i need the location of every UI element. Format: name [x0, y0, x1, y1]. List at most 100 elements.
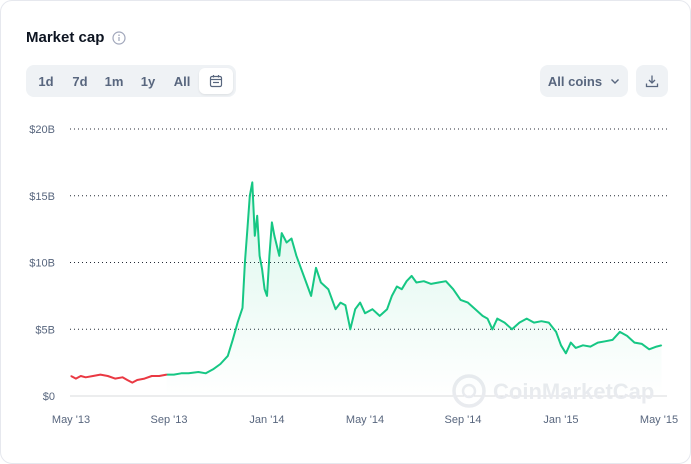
data-point [241, 307, 244, 309]
x-tick-label: Sep '14 [445, 414, 482, 426]
data-point [271, 221, 273, 223]
data-point [268, 255, 270, 257]
date-range-button[interactable] [199, 68, 233, 94]
data-point [460, 299, 462, 301]
x-axis-ticks: May '13 Sep '13 Jan '14 May '14 Sep '14 Jan '… [52, 414, 678, 426]
data-points [70, 181, 663, 384]
chevron-down-icon [611, 79, 620, 84]
data-point [611, 339, 614, 341]
data-point [575, 347, 577, 349]
x-tick-label: Jan '14 [249, 414, 284, 426]
data-point [415, 281, 417, 284]
y-tick-label: $5B [35, 324, 55, 336]
data-point [70, 375, 72, 377]
data-point [166, 374, 168, 376]
data-point [474, 308, 476, 310]
y-tick-label: $10B [29, 258, 55, 270]
series-layer [70, 181, 663, 396]
data-point [486, 318, 489, 320]
range-button-1y[interactable]: 1y [140, 73, 156, 89]
data-point [244, 261, 246, 264]
data-point [256, 215, 258, 217]
y-tick-label: $0 [43, 391, 55, 403]
data-point [437, 281, 440, 284]
data-point [354, 308, 356, 310]
data-point [259, 255, 261, 257]
range-button-all[interactable]: All [173, 73, 191, 89]
data-point [173, 374, 175, 376]
data-point [589, 346, 592, 348]
data-point [251, 181, 253, 183]
data-point [121, 376, 124, 378]
data-point [315, 267, 317, 269]
chart-title: Market cap [26, 29, 105, 46]
data-point [364, 312, 366, 314]
data-point [227, 355, 229, 357]
range-button-7d[interactable]: 7d [72, 73, 88, 89]
x-tick-label: May '15 [640, 414, 678, 426]
x-tick-label: Jan '15 [543, 414, 578, 426]
data-point [264, 288, 266, 290]
data-point [249, 195, 251, 197]
data-point [406, 280, 408, 282]
series-line-down [70, 373, 167, 384]
data-point [570, 342, 572, 344]
data-point [126, 379, 128, 381]
data-point [482, 315, 484, 317]
info-icon[interactable] [112, 30, 126, 45]
data-point [261, 268, 263, 270]
data-point [75, 378, 77, 380]
data-point [555, 331, 557, 333]
data-point [619, 331, 621, 333]
x-tick-label: May '13 [52, 414, 90, 426]
data-point [180, 372, 182, 374]
x-tick-label: May '14 [346, 414, 384, 426]
data-point [386, 308, 388, 310]
data-point [254, 235, 256, 237]
data-point [212, 368, 214, 370]
data-point [648, 348, 650, 350]
data-point [327, 288, 329, 290]
data-point [273, 235, 275, 237]
data-point [396, 285, 398, 288]
data-point [339, 302, 342, 304]
data-point [310, 295, 312, 297]
range-button-1m[interactable]: 1m [104, 73, 124, 89]
data-point [266, 295, 268, 297]
data-point [660, 344, 663, 346]
data-point [278, 255, 280, 257]
range-button-1d[interactable]: 1d [38, 73, 54, 89]
data-point [80, 375, 82, 377]
data-point [92, 375, 94, 377]
data-point [188, 372, 190, 374]
y-axis-ticks: $0 $5B $10B $15B $20B [29, 124, 55, 403]
data-point [560, 344, 562, 346]
data-point [219, 363, 221, 365]
data-point [197, 371, 199, 373]
time-range-selector: 1d 7d 1m 1y All [26, 65, 236, 97]
data-point [114, 378, 116, 380]
data-point [391, 295, 393, 297]
data-point [295, 255, 297, 257]
data-point [496, 318, 498, 320]
data-point [246, 228, 248, 230]
data-point [143, 378, 146, 380]
data-point [151, 375, 153, 377]
y-tick-label: $20B [29, 124, 55, 136]
data-point [565, 352, 567, 354]
data-point [401, 288, 403, 290]
data-point [232, 339, 234, 341]
coin-filter-select[interactable]: All coins [540, 65, 628, 97]
data-point [320, 281, 322, 284]
download-button[interactable] [636, 65, 668, 97]
data-point [286, 241, 288, 244]
data-point [655, 346, 658, 348]
data-point [504, 322, 506, 324]
coin-filter-label: All coins [547, 73, 603, 89]
data-point [99, 374, 101, 376]
data-point [290, 237, 293, 240]
series-line-up [166, 181, 662, 376]
data-point [281, 232, 283, 234]
data-point [335, 308, 337, 310]
